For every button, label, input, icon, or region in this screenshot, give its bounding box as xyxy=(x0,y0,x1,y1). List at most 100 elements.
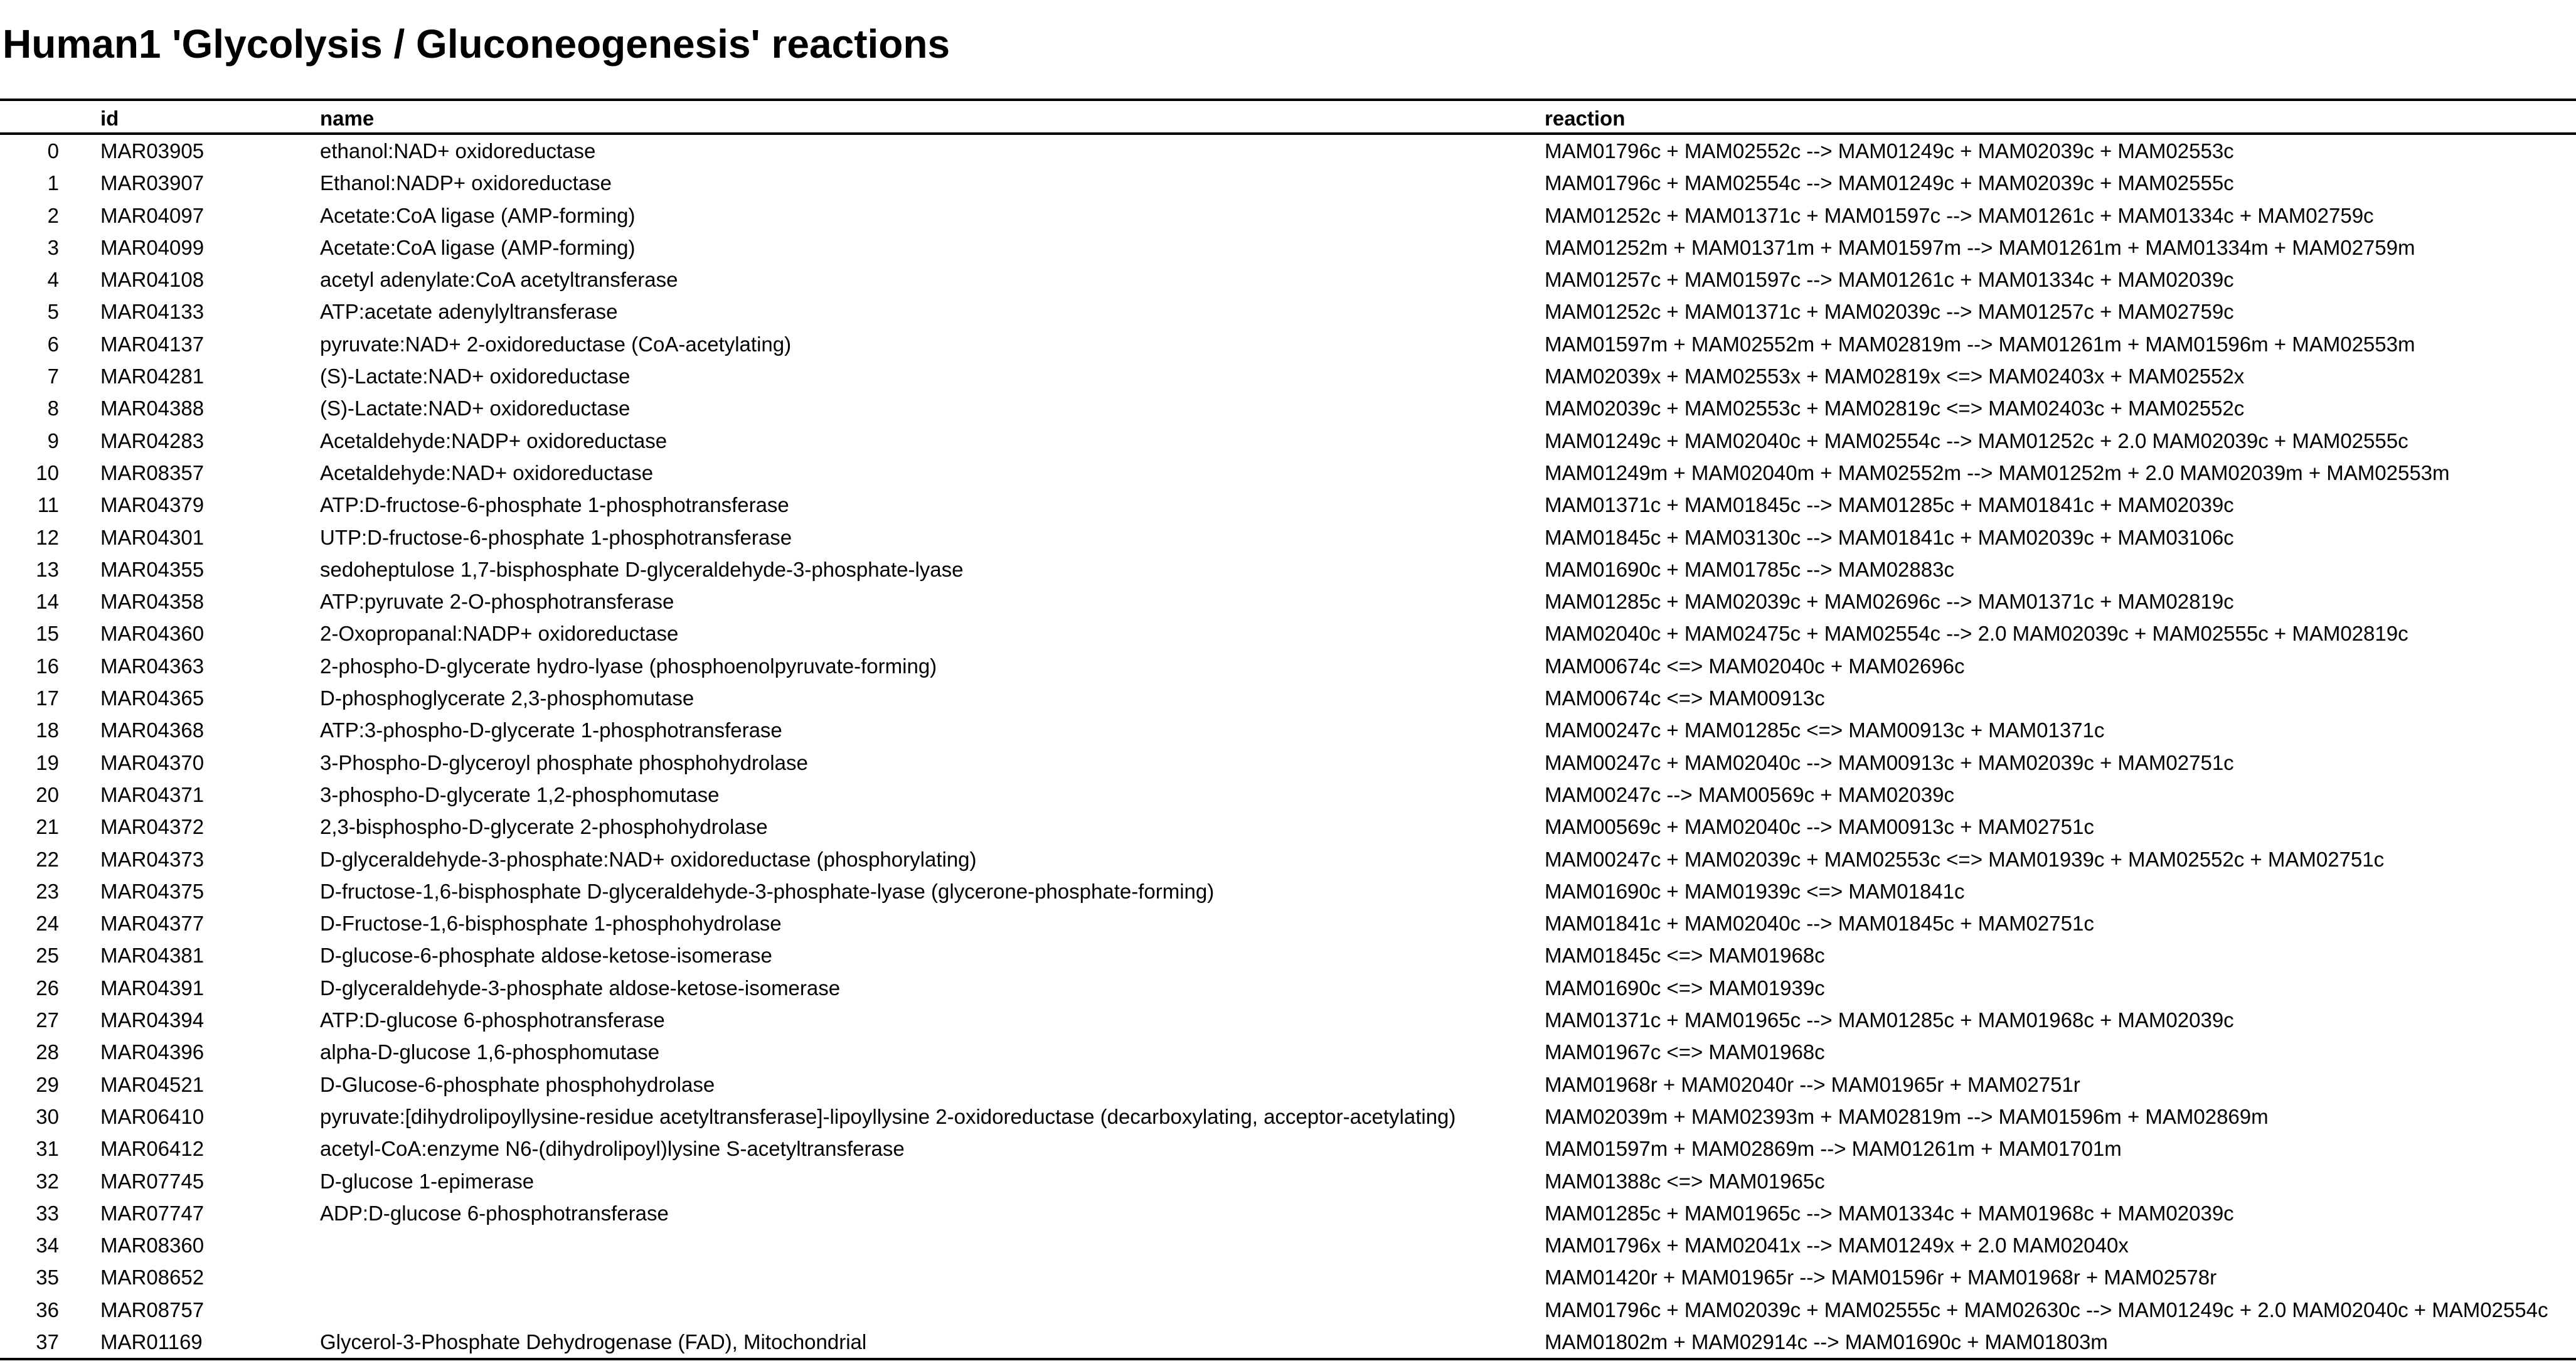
row-index: 6 xyxy=(47,332,59,356)
table-row: 28 MAR04396 alpha-D-glucose 1,6-phosphomut… xyxy=(0,1036,2576,1068)
row-index: 20 xyxy=(36,782,59,806)
reaction-name: D-phosphoglycerate 2,3-phosphomutase xyxy=(320,686,695,710)
reaction-name: acetyl adenylate:CoA acetyltransferase xyxy=(320,268,678,292)
table-row: 24 MAR04377 D-Fructose-1,6-bisphosphate 1-… xyxy=(0,907,2576,939)
reaction-id: MAR04394 xyxy=(100,1008,205,1032)
reaction-id: MAR04301 xyxy=(100,525,205,549)
reaction-id: MAR08757 xyxy=(100,1298,205,1321)
reaction-equation: MAM01371c + MAM01965c --> MAM01285c + MA… xyxy=(1545,1008,2234,1032)
reaction-name: (S)-Lactate:NAD+ oxidoreductase xyxy=(320,397,631,420)
reaction-equation: MAM01257c + MAM01597c --> MAM01261c + MA… xyxy=(1545,268,2234,292)
reaction-equation: MAM01388c <=> MAM01965c xyxy=(1545,1169,1825,1193)
table-row: 36 MAR08757 MAM01796c + MAM02039c + MAM025… xyxy=(0,1294,2576,1326)
row-index: 24 xyxy=(36,912,59,936)
reaction-name: ATP:D-glucose 6-phosphotransferase xyxy=(320,1008,665,1032)
reaction-name: alpha-D-glucose 1,6-phosphomutase xyxy=(320,1040,660,1064)
row-index: 33 xyxy=(36,1201,59,1225)
row-index: 9 xyxy=(47,429,59,452)
table-row: 26 MAR04391 D-glyceraldehyde-3-phosphate a… xyxy=(0,972,2576,1004)
reaction-name: Acetate:CoA ligase (AMP-forming) xyxy=(320,203,636,227)
table-row: 31 MAR06412 acetyl-CoA:enzyme N6-(dihydrol… xyxy=(0,1133,2576,1165)
table-row: 22 MAR04373 D-glyceraldehyde-3-phosphate:N… xyxy=(0,843,2576,875)
table-header-row: id name reaction xyxy=(0,101,2576,135)
page-title: Human1 'Glycolysis / Gluconeogenesis' re… xyxy=(3,21,950,67)
reaction-name: D-glucose 1-epimerase xyxy=(320,1169,535,1193)
reaction-equation: MAM01249c + MAM02040c + MAM02554c --> MA… xyxy=(1545,429,2408,452)
reaction-equation: MAM01252m + MAM01371m + MAM01597m --> MA… xyxy=(1545,235,2415,259)
reaction-id: MAR04372 xyxy=(100,815,205,839)
row-index: 22 xyxy=(36,847,59,871)
row-index: 13 xyxy=(36,557,59,581)
reaction-equation: MAM01597m + MAM02869m --> MAM01261m + MA… xyxy=(1545,1137,2122,1161)
row-index: 23 xyxy=(36,879,59,903)
row-index: 18 xyxy=(36,718,59,742)
reaction-id: MAR07747 xyxy=(100,1201,205,1225)
reaction-id: MAR01169 xyxy=(100,1330,203,1353)
reaction-name: sedoheptulose 1,7-bisphosphate D-glycera… xyxy=(320,557,964,581)
table-row: 20 MAR04371 3-phospho-D-glycerate 1,2-phos… xyxy=(0,779,2576,811)
reaction-id: MAR04377 xyxy=(100,912,205,936)
row-index: 5 xyxy=(47,300,59,324)
reaction-id: MAR08357 xyxy=(100,461,205,484)
table-row: 23 MAR04375 D-fructose-1,6-bisphosphate D-… xyxy=(0,875,2576,907)
reaction-id: MAR04133 xyxy=(100,300,205,324)
reaction-name: Acetaldehyde:NAD+ oxidoreductase xyxy=(320,461,654,484)
reaction-equation: MAM01597m + MAM02552m + MAM02819m --> MA… xyxy=(1545,332,2415,356)
row-index: 0 xyxy=(47,139,59,163)
reaction-equation: MAM01249m + MAM02040m + MAM02552m --> MA… xyxy=(1545,461,2450,484)
table-row: 3 MAR04099 Acetate:CoA ligase (AMP-forming… xyxy=(0,232,2576,264)
table-row: 27 MAR04394 ATP:D-glucose 6-phosphotransfe… xyxy=(0,1004,2576,1036)
reaction-id: MAR04108 xyxy=(100,268,205,292)
row-index: 2 xyxy=(47,203,59,227)
reaction-name: UTP:D-fructose-6-phosphate 1-phosphotran… xyxy=(320,525,792,549)
reaction-equation: MAM00569c + MAM02040c --> MAM00913c + MA… xyxy=(1545,815,2094,839)
reaction-name: 2,3-bisphospho-D-glycerate 2-phosphohydr… xyxy=(320,815,768,839)
row-index: 34 xyxy=(36,1234,59,1257)
table-row: 13 MAR04355 sedoheptulose 1,7-bisphosphate… xyxy=(0,553,2576,585)
reaction-equation: MAM01285c + MAM01965c --> MAM01334c + MA… xyxy=(1545,1201,2234,1225)
row-index: 10 xyxy=(36,461,59,484)
reaction-equation: MAM01845c <=> MAM01968c xyxy=(1545,944,1825,968)
reaction-equation: MAM01690c <=> MAM01939c xyxy=(1545,976,1825,1000)
reaction-id: MAR04388 xyxy=(100,397,205,420)
reaction-id: MAR04099 xyxy=(100,235,205,259)
reaction-equation: MAM01967c <=> MAM01968c xyxy=(1545,1040,1825,1064)
reaction-name: (S)-Lactate:NAD+ oxidoreductase xyxy=(320,365,631,388)
reaction-equation: MAM01841c + MAM02040c --> MAM01845c + MA… xyxy=(1545,912,2094,936)
row-index: 36 xyxy=(36,1298,59,1321)
table-row: 5 MAR04133 ATP:acetate adenylyltransferase… xyxy=(0,296,2576,328)
table-row: 11 MAR04379 ATP:D-fructose-6-phosphate 1-p… xyxy=(0,489,2576,521)
row-index: 1 xyxy=(47,171,59,195)
reaction-equation: MAM01796x + MAM02041x --> MAM01249x + 2.… xyxy=(1545,1234,2129,1257)
reaction-equation: MAM01796c + MAM02039c + MAM02555c + MAM0… xyxy=(1545,1298,2548,1321)
reaction-name: ATP:pyruvate 2-O-phosphotransferase xyxy=(320,590,674,614)
reaction-name: Acetaldehyde:NADP+ oxidoreductase xyxy=(320,429,668,452)
reaction-id: MAR03905 xyxy=(100,139,205,163)
table-row: 21 MAR04372 2,3-bisphospho-D-glycerate 2-p… xyxy=(0,811,2576,843)
row-index: 27 xyxy=(36,1008,59,1032)
reaction-id: MAR04360 xyxy=(100,622,205,646)
reaction-name: D-glyceraldehyde-3-phosphate aldose-keto… xyxy=(320,976,841,1000)
table-row: 8 MAR04388 (S)-Lactate:NAD+ oxidoreductase… xyxy=(0,392,2576,424)
table-row: 10 MAR08357 Acetaldehyde:NAD+ oxidoreducta… xyxy=(0,457,2576,489)
row-index: 28 xyxy=(36,1040,59,1064)
row-index: 12 xyxy=(36,525,59,549)
table-row: 9 MAR04283 Acetaldehyde:NADP+ oxidoreducta… xyxy=(0,425,2576,457)
table-row: 18 MAR04368 ATP:3-phospho-D-glycerate 1-ph… xyxy=(0,714,2576,746)
row-index: 11 xyxy=(37,493,59,517)
reaction-name: Acetate:CoA ligase (AMP-forming) xyxy=(320,235,636,259)
table-row: 4 MAR04108 acetyl adenylate:CoA acetyltran… xyxy=(0,264,2576,296)
table-row: 25 MAR04381 D-glucose-6-phosphate aldose-k… xyxy=(0,939,2576,971)
reaction-id: MAR04137 xyxy=(100,332,205,356)
reaction-name: pyruvate:NAD+ 2-oxidoreductase (CoA-acet… xyxy=(320,332,792,356)
reaction-equation: MAM01802m + MAM02914c --> MAM01690c + MA… xyxy=(1545,1330,2108,1353)
reaction-name: acetyl-CoA:enzyme N6-(dihydrolipoyl)lysi… xyxy=(320,1137,905,1161)
reaction-id: MAR06410 xyxy=(100,1104,205,1128)
reaction-equation: MAM01796c + MAM02552c --> MAM01249c + MA… xyxy=(1545,139,2234,163)
row-index: 15 xyxy=(36,622,59,646)
reaction-id: MAR04371 xyxy=(100,782,205,806)
header-reaction: reaction xyxy=(1545,107,1626,130)
row-index: 29 xyxy=(36,1072,59,1096)
table-row: 37 MAR01169 Glycerol-3-Phosphate Dehydroge… xyxy=(0,1326,2576,1358)
reaction-name: D-Glucose-6-phosphate phosphohydrolase xyxy=(320,1072,715,1096)
